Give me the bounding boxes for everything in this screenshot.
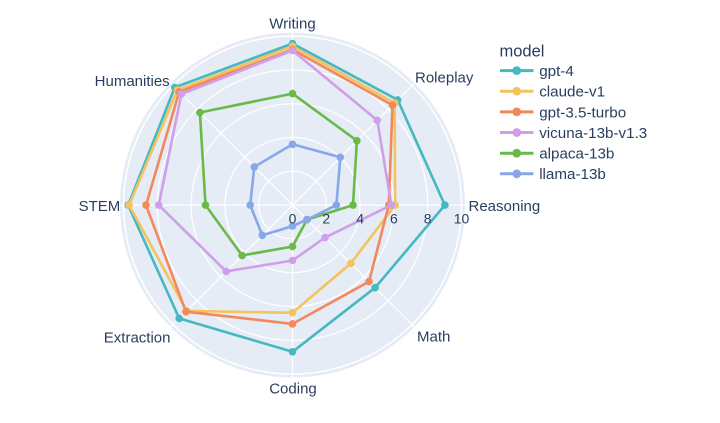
svg-text:10: 10: [454, 210, 470, 226]
svg-text:alpaca-13b: alpaca-13b: [539, 146, 614, 163]
svg-text:Reasoning: Reasoning: [469, 198, 541, 215]
svg-text:claude-v1: claude-v1: [539, 84, 605, 101]
svg-text:Humanities: Humanities: [95, 73, 170, 90]
svg-text:Writing: Writing: [269, 15, 315, 32]
svg-text:llama-13b: llama-13b: [539, 166, 606, 183]
svg-text:Math: Math: [417, 329, 450, 346]
svg-text:8: 8: [424, 210, 432, 226]
svg-text:4: 4: [356, 210, 364, 226]
svg-text:vicuna-13b-v1.3: vicuna-13b-v1.3: [539, 125, 647, 142]
svg-text:Coding: Coding: [269, 381, 317, 398]
svg-text:6: 6: [390, 210, 398, 226]
svg-text:0: 0: [289, 210, 297, 226]
svg-text:Roleplay: Roleplay: [415, 69, 474, 86]
svg-text:2: 2: [322, 210, 330, 226]
svg-text:gpt-3.5-turbo: gpt-3.5-turbo: [539, 104, 626, 121]
svg-text:Extraction: Extraction: [104, 329, 171, 346]
svg-text:model: model: [500, 43, 545, 61]
svg-text:gpt-4: gpt-4: [539, 63, 574, 80]
svg-text:STEM: STEM: [79, 198, 121, 215]
